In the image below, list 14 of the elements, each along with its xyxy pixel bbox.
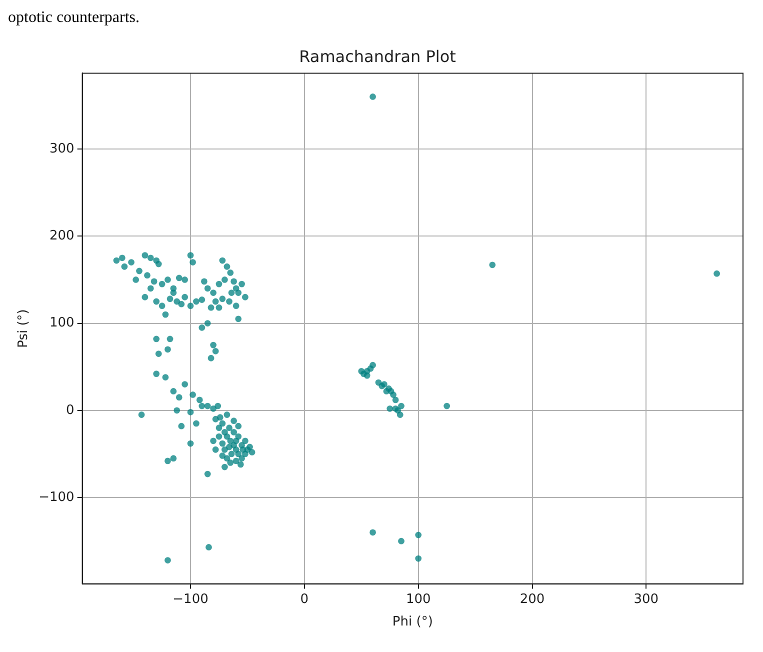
text: optotic counterparts. xyxy=(8,8,141,28)
y-tick-label: −100 xyxy=(38,490,74,505)
y-tick-label: 300 xyxy=(49,141,74,156)
x-tick-label: 300 xyxy=(634,592,659,607)
x-tick-label: 100 xyxy=(406,592,431,607)
x-tick-label: 0 xyxy=(300,592,309,607)
x-tick-label: −100 xyxy=(172,592,208,607)
y-tick-label: 200 xyxy=(49,228,74,244)
x-axis-title: Phi (°) xyxy=(392,614,433,630)
chart-title: Ramachandran Plot xyxy=(299,46,456,66)
x-tick-label: 200 xyxy=(520,592,545,607)
y-axis-title: Psi (°) xyxy=(16,309,32,348)
y-tick-label: 0 xyxy=(66,402,74,418)
y-tick-label: 100 xyxy=(49,316,74,331)
